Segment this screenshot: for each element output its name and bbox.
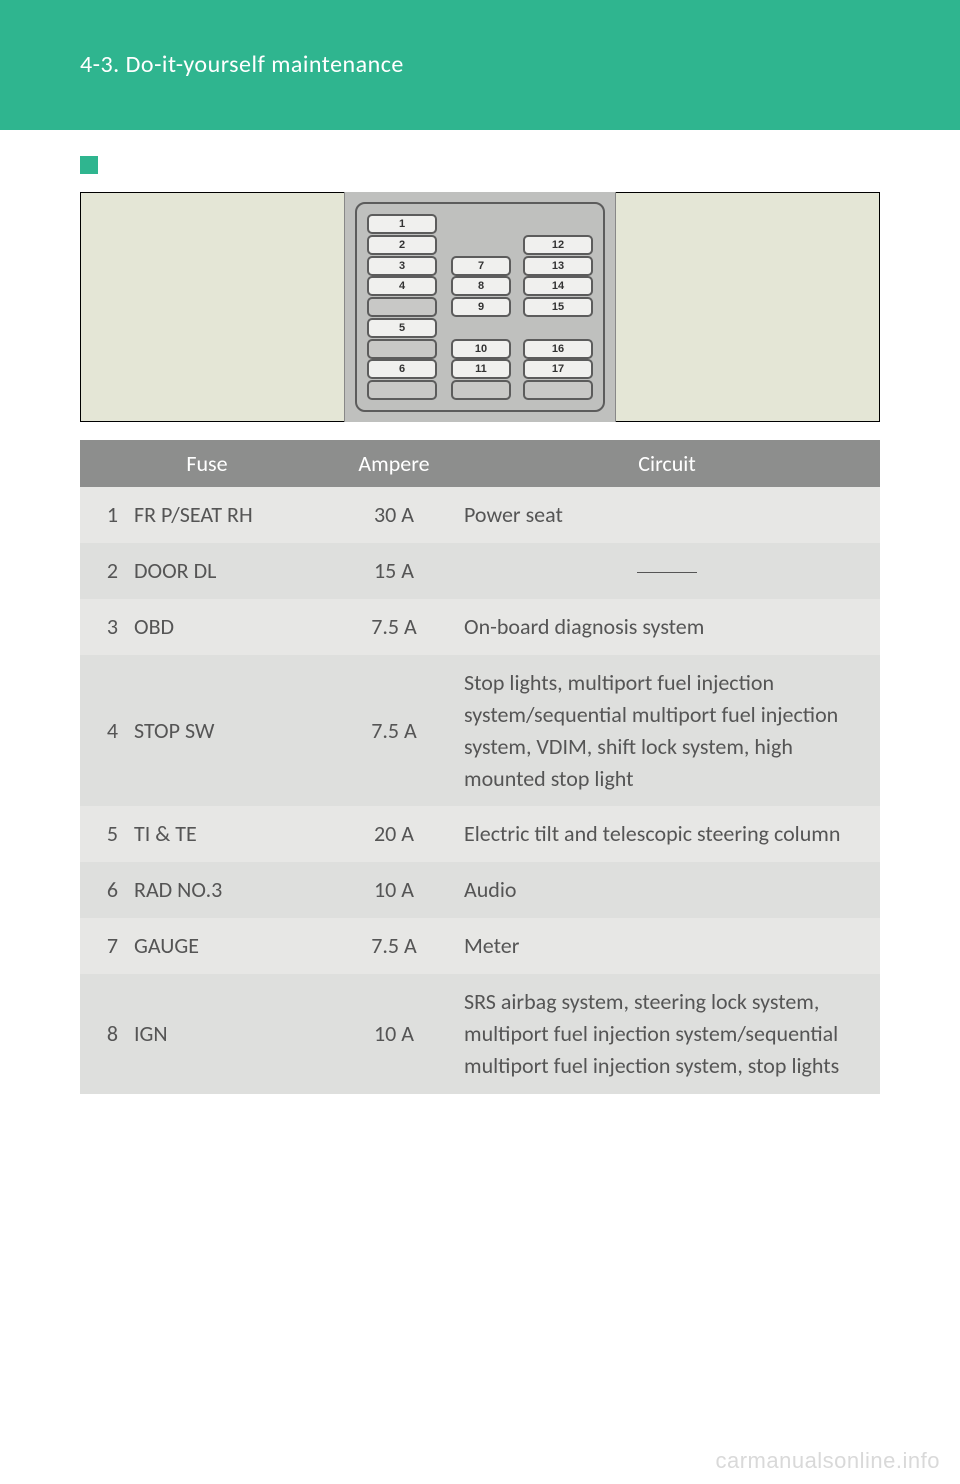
row-circuit: On-board diagnosis system: [454, 599, 880, 655]
row-ampere: 10 A: [334, 974, 454, 1094]
row-fuse: GAUGE: [124, 918, 334, 974]
row-index: 8: [80, 974, 124, 1094]
fuse-slot: 2: [367, 235, 437, 255]
fusebox-outline: 123456 7891011 121314151617: [355, 202, 605, 412]
row-index: 7: [80, 918, 124, 974]
row-fuse: RAD NO.3: [124, 862, 334, 918]
row-ampere: 15 A: [334, 543, 454, 599]
fuse-slot: 13: [523, 256, 593, 276]
row-fuse: DOOR DL: [124, 543, 334, 599]
table-row: 5TI & TE20 AElectric tilt and telescopic…: [80, 806, 880, 862]
fuse-slot: 10: [451, 339, 511, 359]
fuse-slot: 16: [523, 339, 593, 359]
row-index: 1: [80, 487, 124, 543]
table-row: 1FR P/SEAT RH30 APower seat: [80, 487, 880, 543]
th-circuit: Circuit: [454, 440, 880, 487]
fuse-column-b: 789 1011: [451, 210, 511, 404]
section-marker-icon: [80, 156, 98, 174]
row-ampere: 10 A: [334, 862, 454, 918]
table-row: 4STOP SW7.5 AStop lights, multiport fuel…: [80, 655, 880, 807]
fuse-slot-empty: [523, 380, 593, 400]
row-ampere: 7.5 A: [334, 918, 454, 974]
fuse-column-c: 12131415 1617: [523, 210, 593, 404]
diagram-panel: 123456 7891011 121314151617: [344, 192, 616, 422]
th-ampere: Ampere: [334, 440, 454, 487]
row-ampere: 20 A: [334, 806, 454, 862]
fuse-slot: 15: [523, 297, 593, 317]
page-header: 4-3. Do-it-yourself maintenance: [0, 0, 960, 130]
fuse-slot: 14: [523, 276, 593, 296]
row-fuse: FR P/SEAT RH: [124, 487, 334, 543]
footer-watermark: carmanualsonline.info: [715, 1448, 940, 1474]
row-ampere: 7.5 A: [334, 655, 454, 807]
row-circuit: Meter: [454, 918, 880, 974]
row-fuse: OBD: [124, 599, 334, 655]
row-fuse: TI & TE: [124, 806, 334, 862]
fuse-slot: 3: [367, 256, 437, 276]
fuse-slot: 5: [367, 318, 437, 338]
th-fuse: Fuse: [80, 440, 334, 487]
fuse-slot: 11: [451, 359, 511, 379]
fuse-slot-empty: [451, 380, 511, 400]
fuse-slot: 9: [451, 297, 511, 317]
fusebox-diagram: 123456 7891011 121314151617: [80, 192, 880, 422]
dash-icon: [637, 572, 697, 573]
fuse-slot-empty: [367, 297, 437, 317]
row-circuit: Electric tilt and telescopic steering co…: [454, 806, 880, 862]
page-content: 123456 7891011 121314151617 Fuse Ampere …: [0, 130, 960, 1094]
fuse-slot: 4: [367, 276, 437, 296]
row-index: 4: [80, 655, 124, 807]
row-circuit: Audio: [454, 862, 880, 918]
row-index: 2: [80, 543, 124, 599]
table-row: 8IGN10 ASRS airbag system, steering lock…: [80, 974, 880, 1094]
row-ampere: 30 A: [334, 487, 454, 543]
fuse-slot: 7: [451, 256, 511, 276]
fuse-slot-empty: [367, 339, 437, 359]
table-row: 3OBD7.5 AOn-board diagnosis system: [80, 599, 880, 655]
fuse-slot-empty: [367, 380, 437, 400]
row-fuse: STOP SW: [124, 655, 334, 807]
row-circuit: Power seat: [454, 487, 880, 543]
fuse-slot: 17: [523, 359, 593, 379]
fuse-slot: 1: [367, 214, 437, 234]
row-index: 6: [80, 862, 124, 918]
fuse-table: Fuse Ampere Circuit 1FR P/SEAT RH30 APow…: [80, 440, 880, 1094]
table-row: 6RAD NO.310 AAudio: [80, 862, 880, 918]
row-ampere: 7.5 A: [334, 599, 454, 655]
fuse-slot: 8: [451, 276, 511, 296]
fuse-column-a: 1234 5 6: [367, 210, 437, 404]
table-row: 7GAUGE7.5 AMeter: [80, 918, 880, 974]
section-title: 4-3. Do-it-yourself maintenance: [80, 50, 404, 79]
fuse-slot: 12: [523, 235, 593, 255]
table-header-row: Fuse Ampere Circuit: [80, 440, 880, 487]
fuse-slot: 6: [367, 359, 437, 379]
row-index: 3: [80, 599, 124, 655]
row-fuse: IGN: [124, 974, 334, 1094]
table-row: 2DOOR DL15 A: [80, 543, 880, 599]
row-circuit: Stop lights, multiport fuel injection sy…: [454, 655, 880, 807]
row-index: 5: [80, 806, 124, 862]
row-circuit: [454, 543, 880, 599]
row-circuit: SRS airbag system, steering lock system,…: [454, 974, 880, 1094]
